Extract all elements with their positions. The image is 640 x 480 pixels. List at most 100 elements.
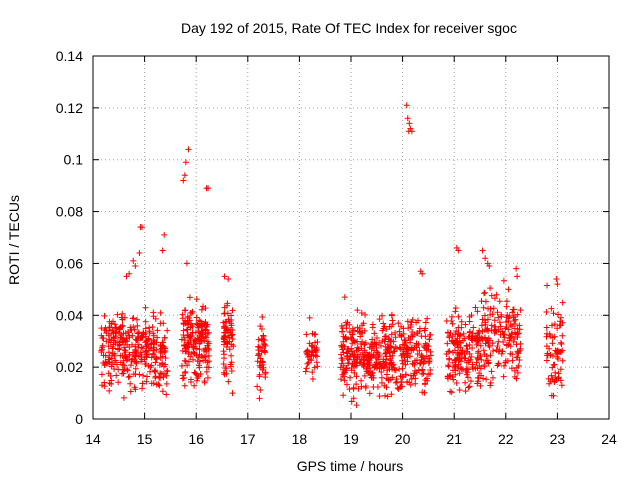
data-point <box>416 347 423 354</box>
data-point <box>259 337 266 344</box>
data-point <box>401 354 408 361</box>
data-point <box>418 354 425 361</box>
data-point <box>134 322 141 329</box>
data-point <box>164 368 171 375</box>
data-point <box>154 334 161 341</box>
data-point <box>445 363 452 370</box>
data-point <box>414 350 421 357</box>
data-point <box>474 364 481 371</box>
data-point <box>486 263 493 270</box>
y-tick-label: 0.14 <box>56 48 83 64</box>
data-point <box>107 339 114 346</box>
data-point <box>384 393 391 400</box>
data-point <box>184 341 191 348</box>
data-point <box>309 343 316 350</box>
data-point <box>139 224 146 231</box>
data-point <box>475 348 482 355</box>
data-point <box>427 348 434 355</box>
data-point <box>156 382 163 389</box>
data-point <box>388 311 395 318</box>
data-point <box>446 356 453 363</box>
data-point <box>106 359 113 366</box>
data-point <box>376 316 383 323</box>
data-point <box>126 343 133 350</box>
data-point <box>500 373 507 380</box>
data-point <box>421 358 428 365</box>
data-point <box>445 362 452 369</box>
data-point <box>392 379 399 386</box>
data-point <box>462 388 469 395</box>
data-point <box>363 368 370 375</box>
data-point <box>543 324 550 331</box>
data-point <box>412 380 419 387</box>
data-point <box>221 273 228 280</box>
data-point <box>391 348 398 355</box>
data-point <box>115 379 122 386</box>
data-point <box>157 370 164 377</box>
x-axis-label: GPS time / hours <box>297 458 404 474</box>
data-point <box>483 353 490 360</box>
data-point <box>456 351 463 358</box>
data-point <box>259 314 266 321</box>
data-point <box>120 330 127 337</box>
data-point <box>133 316 140 323</box>
data-point <box>205 185 212 192</box>
data-point <box>514 311 521 318</box>
data-point <box>354 307 361 314</box>
data-point <box>181 382 188 389</box>
data-point <box>127 324 134 331</box>
data-point <box>193 377 200 384</box>
data-point <box>449 359 456 366</box>
data-point <box>228 332 235 339</box>
data-point <box>407 321 414 328</box>
data-point <box>557 322 564 329</box>
data-point <box>497 331 504 338</box>
data-point <box>493 291 500 298</box>
data-point <box>122 347 129 354</box>
data-point <box>452 304 459 311</box>
data-point <box>489 311 496 318</box>
data-point <box>513 364 520 371</box>
data-point <box>229 390 236 397</box>
data-point <box>189 356 196 363</box>
data-point <box>222 365 229 372</box>
data-point <box>133 359 140 366</box>
data-point <box>223 318 230 325</box>
data-point <box>220 348 227 355</box>
data-point <box>554 281 561 288</box>
data-point <box>515 330 522 337</box>
data-point <box>185 358 192 365</box>
data-point <box>362 311 369 318</box>
data-point <box>308 348 315 355</box>
data-point <box>382 347 389 354</box>
grid <box>93 56 609 419</box>
data-point <box>183 260 190 267</box>
data-point <box>555 355 562 362</box>
x-tick-label: 21 <box>446 431 462 447</box>
data-point <box>544 282 551 289</box>
data-point <box>487 311 494 318</box>
data-point <box>193 314 200 321</box>
x-tick-label: 14 <box>85 431 101 447</box>
data-point <box>179 362 186 369</box>
data-point <box>507 321 514 328</box>
data-point <box>381 333 388 340</box>
data-point <box>346 321 353 328</box>
data-point <box>341 377 348 384</box>
data-point <box>342 319 349 326</box>
data-point <box>505 326 512 333</box>
data-point <box>306 340 313 347</box>
data-point <box>405 128 412 135</box>
data-point <box>227 363 234 370</box>
data-point <box>355 385 362 392</box>
data-point <box>106 324 113 331</box>
data-point <box>426 336 433 343</box>
data-point <box>367 371 374 378</box>
data-point <box>424 315 431 322</box>
data-point <box>180 332 187 339</box>
data-point <box>376 393 383 400</box>
data-point <box>555 311 562 318</box>
data-point <box>258 326 265 333</box>
data-point <box>199 354 206 361</box>
data-point <box>337 364 344 371</box>
